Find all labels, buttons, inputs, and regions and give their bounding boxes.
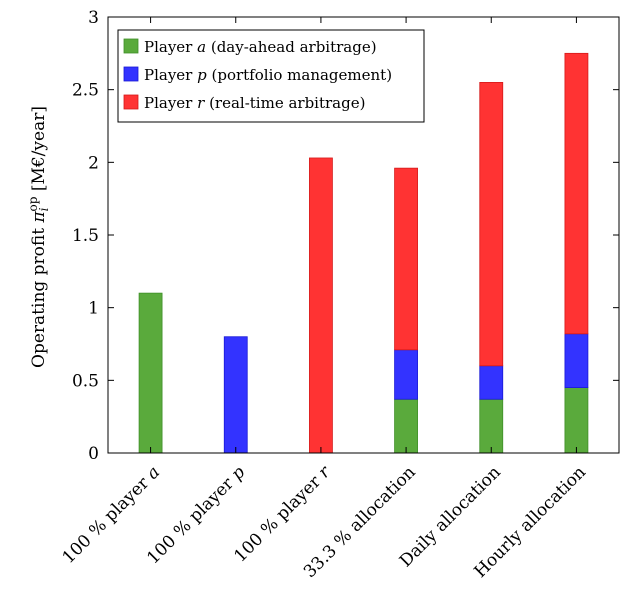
- legend-swatch: [123, 94, 139, 110]
- bar-segment: [394, 398, 418, 454]
- y-tick-label: 0.5: [72, 371, 99, 391]
- y-tick-label: 2.5: [72, 81, 99, 101]
- bar-segment: [479, 398, 504, 454]
- y-tick-label: 0: [88, 444, 99, 464]
- y-tick-label: 3: [88, 8, 99, 28]
- legend-label: Player p (portfolio management): [144, 66, 392, 84]
- bar-segment: [479, 82, 504, 367]
- y-tick-label: 1: [88, 299, 99, 319]
- legend-label: Player a (day-ahead arbitrage): [144, 38, 377, 56]
- bar-segment: [394, 167, 418, 351]
- bar-segment: [479, 365, 504, 400]
- bar-segment: [138, 292, 163, 454]
- y-tick-label: 1.5: [72, 226, 99, 246]
- bar-segment: [223, 336, 248, 454]
- y-tick-label: 2: [88, 153, 99, 173]
- bars-group: [138, 52, 589, 454]
- bar-segment: [394, 349, 418, 400]
- bar-segment: [309, 157, 333, 454]
- legend-swatch: [123, 66, 139, 82]
- legend: Player a (day-ahead arbitrage) Player p (…: [117, 29, 425, 123]
- bar-segment: [564, 52, 589, 335]
- legend-swatch: [123, 38, 139, 54]
- bar-segment: [564, 387, 589, 454]
- legend-label: Player r (real-time arbitrage): [144, 94, 365, 112]
- legend-box: [117, 29, 425, 123]
- y-axis-label: Operating profit πiop [M€/year]: [26, 106, 51, 368]
- bar-segment: [564, 333, 589, 388]
